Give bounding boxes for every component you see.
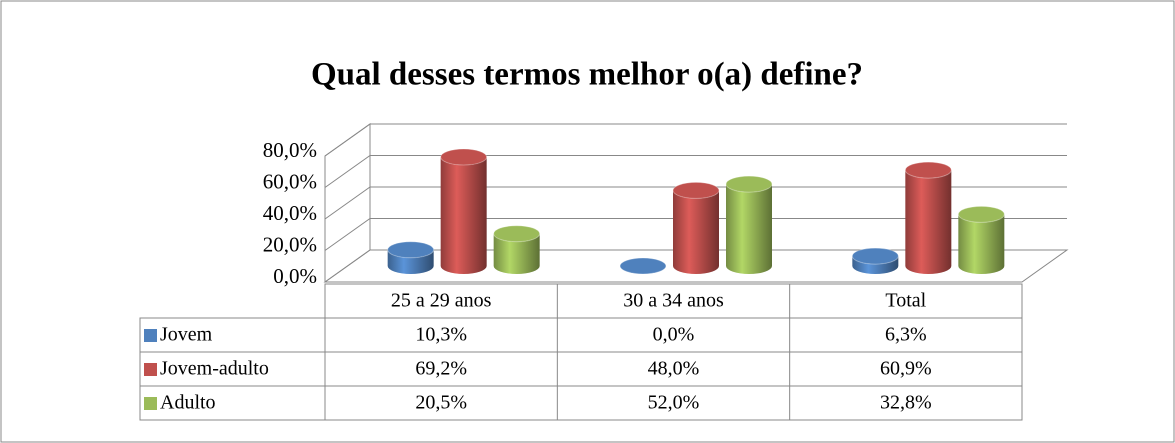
- bar: [493, 233, 540, 274]
- table-value: 0,0%: [653, 324, 695, 346]
- grid-line: [324, 155, 1067, 188]
- bar-top: [440, 148, 488, 166]
- category-label: 30 a 34 anos: [623, 290, 724, 312]
- y-tick-label: 0,0%: [273, 264, 317, 288]
- table-value: 20,5%: [415, 392, 467, 414]
- bar: [905, 170, 952, 274]
- bar: [673, 190, 719, 274]
- grid-line: [324, 186, 1067, 220]
- table-value: 69,2%: [415, 358, 467, 380]
- y-tick-label: 60,0%: [263, 169, 317, 193]
- table-value: 10,3%: [415, 324, 467, 346]
- legend-label: Adulto: [160, 392, 216, 414]
- bar-top: [904, 161, 952, 179]
- grid-line: [324, 123, 1067, 157]
- bar-top: [851, 247, 899, 265]
- y-tick-label: 80,0%: [263, 138, 317, 162]
- bar: [387, 249, 434, 274]
- table-value: 60,9%: [880, 358, 932, 380]
- table-value: 6,3%: [885, 324, 927, 346]
- table-value: 48,0%: [648, 358, 700, 380]
- y-tick-label: 20,0%: [263, 232, 317, 256]
- grid-line: [324, 249, 1067, 283]
- y-tick-label: 40,0%: [263, 201, 317, 225]
- table-value: 32,8%: [880, 392, 932, 414]
- bar-top: [957, 205, 1005, 223]
- bar-top: [672, 181, 720, 199]
- grid-line: [324, 218, 1067, 251]
- bar-top: [493, 225, 541, 243]
- legend-swatch: [144, 397, 157, 410]
- bar: [726, 184, 772, 274]
- bar-top: [387, 241, 435, 259]
- table-value: 52,0%: [648, 392, 700, 414]
- legend-label: Jovem-adulto: [160, 358, 269, 380]
- category-label: Total: [885, 290, 926, 312]
- bar-top: [619, 257, 667, 275]
- bar: [852, 256, 899, 274]
- bar: [958, 214, 1005, 274]
- chart-title: Qual desses termos melhor o(a) define?: [311, 57, 863, 93]
- category-label: 25 a 29 anos: [391, 290, 492, 312]
- legend-label: Jovem: [160, 324, 213, 346]
- bar: [440, 157, 487, 274]
- legend-swatch: [144, 363, 157, 376]
- legend-swatch: [144, 329, 157, 342]
- bar-top: [725, 175, 773, 193]
